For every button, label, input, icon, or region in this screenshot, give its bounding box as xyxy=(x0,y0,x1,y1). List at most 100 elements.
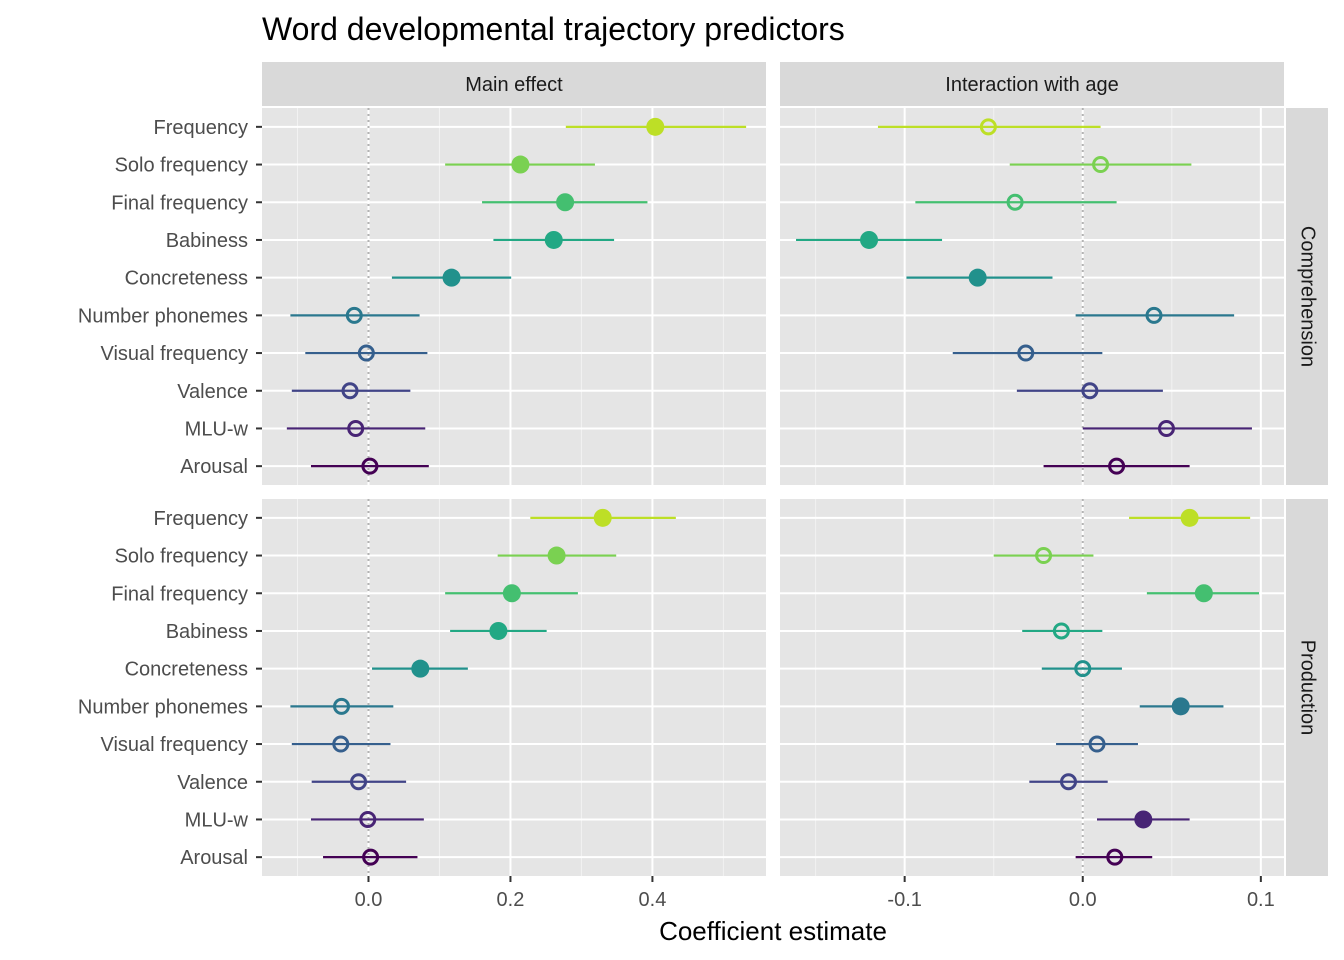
row-strip-label: Production xyxy=(1297,640,1319,736)
panel-background xyxy=(780,499,1284,876)
estimate-marker-open xyxy=(1106,848,1124,866)
panel-comprehension-interaction-with-age xyxy=(780,108,1284,485)
estimate-marker-open xyxy=(1088,735,1106,753)
point-final-frequency xyxy=(445,584,578,603)
estimate-marker-filled xyxy=(442,268,461,287)
y-tick-label: Number phonemes xyxy=(78,696,248,718)
point-visual-frequency xyxy=(952,344,1103,362)
point-number-phonemes xyxy=(1075,306,1235,324)
point-mlu-w xyxy=(1097,810,1190,829)
estimate-marker-open xyxy=(1052,622,1070,640)
column-strip-label: Interaction with age xyxy=(945,74,1118,96)
point-mlu-w xyxy=(310,810,424,828)
x-axis-label: Coefficient estimate xyxy=(659,916,887,946)
panel-background xyxy=(262,499,766,876)
point-final-frequency xyxy=(1146,584,1260,603)
point-concreteness xyxy=(391,268,512,287)
panel-background xyxy=(780,108,1284,485)
y-tick-label: Valence xyxy=(177,772,248,794)
y-tick-label: Frequency xyxy=(154,117,249,139)
column-strip-main-effect: Main effect xyxy=(262,62,766,106)
estimate-marker-filled xyxy=(1171,697,1190,716)
x-axes: 0.0 0.2 0.4 -0.1 0.0 0.1 xyxy=(355,876,1275,911)
estimate-marker-filled xyxy=(502,584,521,603)
strip-background xyxy=(262,62,766,106)
point-mlu-w xyxy=(286,419,426,437)
strip-background xyxy=(780,62,1284,106)
estimate-marker-open xyxy=(332,735,350,753)
point-final-frequency xyxy=(915,193,1117,211)
estimate-marker-open xyxy=(341,382,359,400)
point-frequency xyxy=(530,508,676,527)
y-tick-label: Visual frequency xyxy=(101,343,249,365)
panel-comprehension-main-effect xyxy=(262,108,766,485)
estimate-marker-filled xyxy=(860,230,879,249)
point-solo-frequency xyxy=(993,547,1094,565)
facet-panels xyxy=(262,108,1284,876)
estimate-marker-filled xyxy=(1134,810,1153,829)
estimate-marker-open xyxy=(347,419,365,437)
strip-background xyxy=(1286,499,1328,876)
x-tick-label: -0.1 xyxy=(887,889,921,911)
row-strip-label: Comprehension xyxy=(1297,226,1319,367)
point-mlu-w xyxy=(1082,419,1252,437)
estimate-marker-open xyxy=(1092,156,1110,174)
estimate-marker-open xyxy=(362,848,380,866)
y-tick-label: Concreteness xyxy=(125,659,248,681)
panel-production-main-effect xyxy=(262,499,766,876)
estimate-marker-open xyxy=(1035,547,1053,565)
point-number-phonemes xyxy=(290,697,394,715)
y-tick-label: Concreteness xyxy=(125,268,248,290)
estimate-marker-filled xyxy=(968,268,987,287)
y-tick-label: Visual frequency xyxy=(101,734,249,756)
y-axes: Frequency Solo frequency Final frequency Ba… xyxy=(78,117,262,869)
point-frequency xyxy=(1129,508,1251,527)
y-tick-label: Babiness xyxy=(166,230,248,252)
y-tick-label: MLU-w xyxy=(185,418,249,440)
y-tick-label: Babiness xyxy=(166,621,248,643)
estimate-marker-open xyxy=(1157,419,1175,437)
estimate-marker-open xyxy=(1145,306,1163,324)
x-tick-label: 0.0 xyxy=(1069,889,1097,911)
y-tick-label: Frequency xyxy=(154,508,249,530)
y-tick-label: Final frequency xyxy=(111,192,248,214)
column-strip-interaction-with-age: Interaction with age xyxy=(780,62,1284,106)
estimate-marker-filled xyxy=(593,508,612,527)
y-tick-label: Number phonemes xyxy=(78,305,248,327)
x-tick-label: 0.4 xyxy=(639,889,667,911)
estimate-marker-filled xyxy=(547,546,566,565)
point-valence xyxy=(1029,773,1108,791)
point-visual-frequency xyxy=(305,344,428,362)
point-final-frequency xyxy=(482,193,648,212)
point-visual-frequency xyxy=(1056,735,1138,753)
estimate-marker-open xyxy=(979,118,997,136)
point-valence xyxy=(291,382,411,400)
point-number-phonemes xyxy=(290,306,420,324)
y-tick-label: Arousal xyxy=(180,847,248,869)
estimate-marker-open xyxy=(1017,344,1035,362)
point-valence xyxy=(1016,382,1163,400)
estimate-marker-filled xyxy=(1194,584,1213,603)
point-frequency xyxy=(565,117,747,136)
point-solo-frequency xyxy=(445,155,595,174)
point-babiness xyxy=(796,230,943,249)
estimate-marker-open xyxy=(357,344,375,362)
point-babiness xyxy=(450,621,547,640)
point-concreteness xyxy=(372,659,468,678)
point-frequency xyxy=(877,118,1101,136)
y-tick-label: Solo frequency xyxy=(115,155,248,177)
estimate-marker-open xyxy=(345,306,363,324)
estimate-marker-filled xyxy=(489,621,508,640)
x-tick-label: 0.1 xyxy=(1247,889,1275,911)
y-tick-label: Arousal xyxy=(180,456,248,478)
estimate-marker-open xyxy=(359,810,377,828)
y-tick-label: Solo frequency xyxy=(115,546,248,568)
point-arousal xyxy=(323,848,418,866)
x-tick-label: 0.2 xyxy=(497,889,525,911)
column-strip-label: Main effect xyxy=(465,74,563,96)
y-tick-label: Final frequency xyxy=(111,583,248,605)
row-strip-production: Production xyxy=(1286,499,1328,876)
row-strip-comprehension: Comprehension xyxy=(1286,108,1328,485)
estimate-marker-filled xyxy=(1180,508,1199,527)
